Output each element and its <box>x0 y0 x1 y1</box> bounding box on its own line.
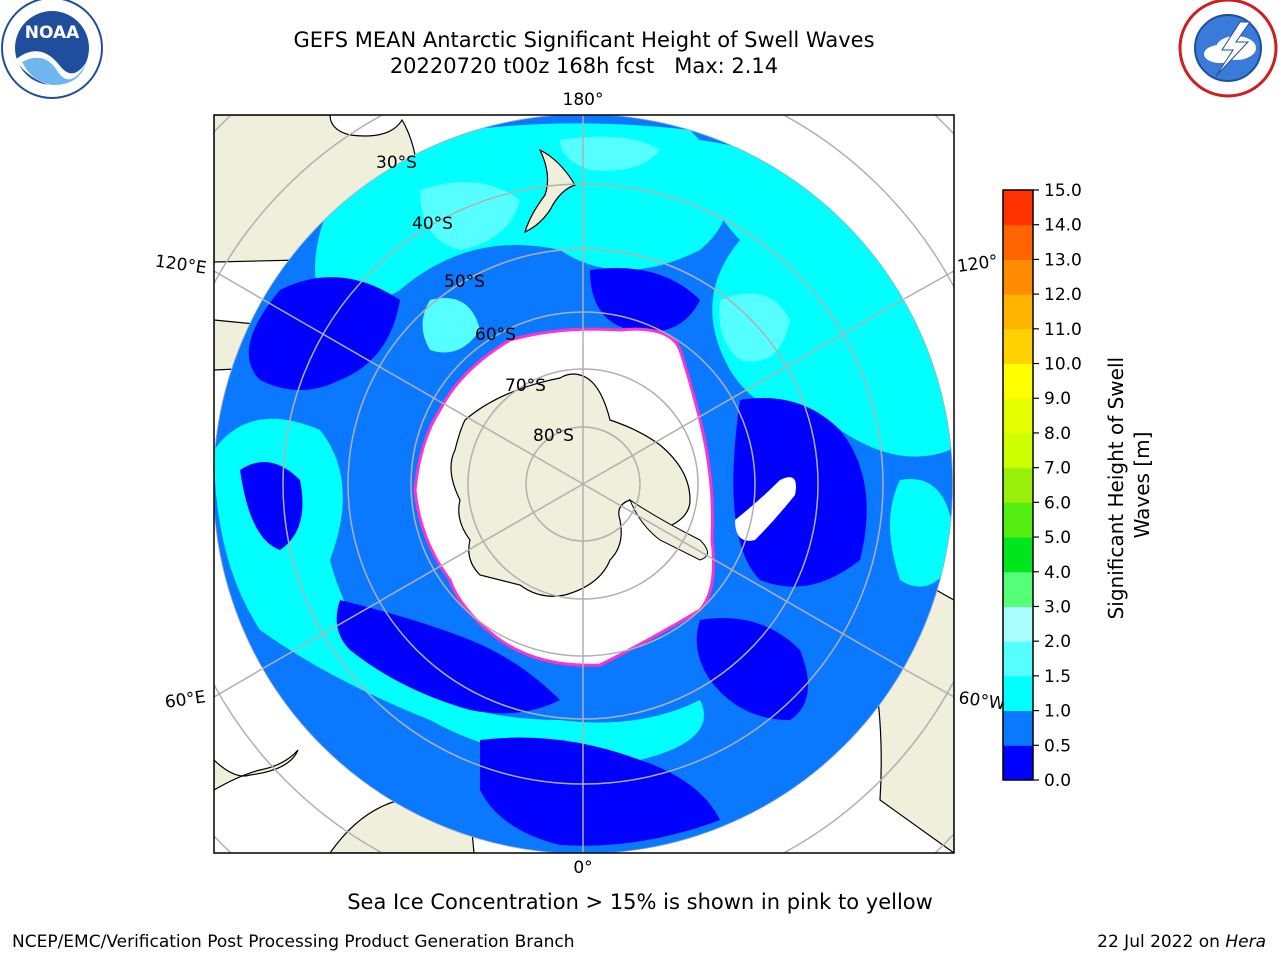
graticule <box>214 115 953 853</box>
colorbar-tick-label: 1.0 <box>1044 702 1071 722</box>
ice-caption: Sea Ice Concentration > 15% is shown in … <box>347 890 933 914</box>
map-area <box>214 115 954 853</box>
lat-label-60s: 60°S <box>475 325 516 345</box>
colorbar-tick-label: 0.0 <box>1044 771 1071 791</box>
swell-field <box>214 115 953 853</box>
colorbar-tick-label: 10.0 <box>1044 355 1082 375</box>
colorbar-segment <box>1003 432 1033 469</box>
colorbar-segment <box>1003 190 1033 226</box>
colorbar-segment <box>1003 363 1033 399</box>
chart-subtitle: 20220720 t00z 168h fcst Max: 2.14 <box>389 54 779 78</box>
colorbar-segment <box>1003 259 1033 295</box>
colorbar-tick-label: 9.0 <box>1044 389 1071 409</box>
chart-title: GEFS MEAN Antarctic Significant Height o… <box>293 28 875 52</box>
colorbar-segment <box>1003 537 1033 573</box>
colorbar-segment <box>1003 467 1033 503</box>
colorbar-segment <box>1003 224 1033 260</box>
noaa-logo: NOAA <box>1 0 103 99</box>
colorbar-segment <box>1003 641 1033 677</box>
lon-label-120w: 120° <box>956 251 999 277</box>
latitude-labels: 30°S 40°S 50°S 60°S 70°S 80°S <box>376 153 574 446</box>
map-frame <box>213 114 955 854</box>
credit-line: NCEP/EMC/Verification Post Processing Pr… <box>12 932 575 952</box>
date-text: 22 Jul 2022 on <box>1097 932 1226 952</box>
colorbar-tick-label: 3.0 <box>1044 597 1071 617</box>
colorbar-tick-label: 5.0 <box>1044 528 1071 548</box>
lat-label-80s: 80°S <box>533 426 574 446</box>
colorbar-ticks: 0.0 0.5 1.0 1.5 2.0 3.0 4.0 5.0 6.0 7.0 8.0 9.0 10.0… <box>1033 181 1082 791</box>
colorbar-tick-label: 7.0 <box>1044 459 1071 479</box>
lon-label-60w: 60°W <box>957 688 1006 714</box>
lat-label-50s: 50°S <box>444 272 485 292</box>
colorbar-segment <box>1003 502 1033 538</box>
colorbar-label-line1: Significant Height of Swell <box>1104 357 1128 619</box>
colorbar-segment <box>1003 745 1033 781</box>
lat-label-30s: 30°S <box>376 153 417 173</box>
colorbar-tick-label: 1.5 <box>1044 667 1071 687</box>
lon-label-180: 180° <box>563 90 604 110</box>
colorbar-segment <box>1003 710 1033 746</box>
date-stamp: 22 Jul 2022 on Hera <box>1097 932 1266 952</box>
colorbar-tick-label: 4.0 <box>1044 563 1071 583</box>
antarctica <box>450 373 691 597</box>
colorbar-frame <box>1002 189 1034 781</box>
colorbar-label: Significant Height of Swell Waves [m] <box>1104 351 1154 620</box>
colorbar-tick-label: 11.0 <box>1044 320 1082 340</box>
machine-name: Hera <box>1225 932 1266 952</box>
colorbar-tick-label: 13.0 <box>1044 250 1082 270</box>
lon-label-60e: 60°E <box>164 687 207 712</box>
colorbar-tick-label: 12.0 <box>1044 285 1082 305</box>
colorbar <box>1002 189 1034 781</box>
colorbar-tick-label: 8.0 <box>1044 424 1071 444</box>
lat-label-70s: 70°S <box>505 376 546 396</box>
colorbar-tick-label: 2.0 <box>1044 632 1071 652</box>
colorbar-label-line2: Waves [m] <box>1130 432 1154 539</box>
noaa-logo-text: NOAA <box>25 23 80 43</box>
new-zealand <box>524 148 576 234</box>
colorbar-tick-label: 6.0 <box>1044 493 1071 513</box>
colorbar-segment <box>1003 675 1033 712</box>
colorbar-segment <box>1003 328 1033 365</box>
colorbar-tick-label: 15.0 <box>1044 181 1082 201</box>
colorbar-segment <box>1003 398 1033 434</box>
colorbar-tick-label: 14.0 <box>1044 216 1082 236</box>
colorbar-segment <box>1003 294 1033 330</box>
colorbar-segment <box>1003 606 1033 642</box>
nws-logo <box>1178 0 1278 98</box>
lon-label-120e: 120°E <box>154 252 208 279</box>
lat-label-40s: 40°S <box>412 214 453 234</box>
colorbar-segment <box>1003 571 1033 607</box>
lon-label-0: 0° <box>573 858 592 878</box>
colorbar-tick-label: 0.5 <box>1044 736 1071 756</box>
